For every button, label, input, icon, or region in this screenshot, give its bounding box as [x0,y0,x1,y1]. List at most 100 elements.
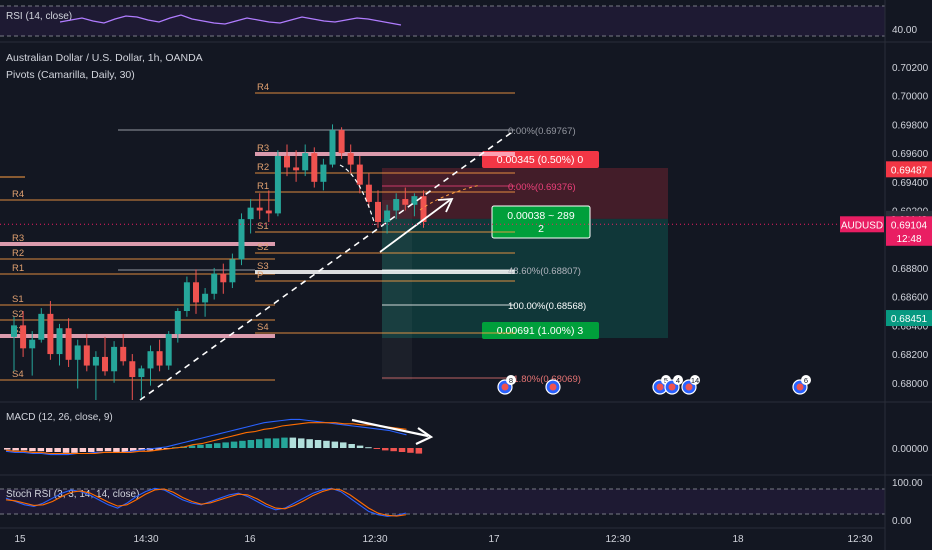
pivots-indicator-label: Pivots (Camarilla, Daily, 30) [6,69,135,81]
macd-histogram-bar [289,437,297,448]
macd-histogram-bar [197,444,204,448]
candle [193,269,199,314]
macd-histogram-bar [130,448,137,452]
candle [102,336,108,376]
macd-histogram-bar [407,448,414,453]
macd-histogram-bar [222,442,229,448]
macd-histogram-bar [365,447,372,449]
macd-tick: 0.00000 [892,444,929,455]
candle-body [183,282,190,311]
time-axis-tick: 16 [244,534,256,545]
rsi-pane: RSI (14, close) 40.00 [0,5,917,37]
event-flag-icon[interactable] [545,379,561,395]
symbol-tag-bg [840,216,884,233]
pivot-label: S1 [257,221,269,232]
candle-body [247,207,254,220]
candle [138,365,145,399]
candle-body [347,153,354,165]
candle [311,147,318,188]
reward-zone [382,218,668,339]
price-axis-tick: 0.69800 [892,120,929,131]
price-tag-text: 0.68451 [891,314,928,325]
price-pane[interactable]: Australian Dollar / U.S. Dollar, 1h, OAN… [0,52,932,401]
price-axis-tick: 0.69400 [892,178,929,189]
event-flag-center [796,383,804,391]
candle-body [338,130,345,154]
candle [375,190,381,228]
entry-label-text-1: 0.00038 ~ 289 [507,210,575,222]
macd-histogram-bar [281,437,288,448]
price-tag-text: 12:48 [896,234,921,245]
candle [365,173,372,208]
price-axis-tick: 0.68200 [892,350,929,361]
candle [229,253,236,289]
candle [256,193,263,220]
price-tag: 0.69487 [886,161,932,178]
event-flag-icon[interactable]: 8 [497,375,516,395]
take-profit-label[interactable]: 0.00691 (1.00%) 3 [482,322,599,339]
macd-histogram-bar [306,439,313,448]
candle [420,190,427,228]
price-tag: 0.68451 [886,310,932,327]
candle-body [311,153,318,182]
candle-body [92,356,99,366]
forecast-arrowhead-icon [437,197,454,213]
candle [384,204,391,234]
candle-body [238,219,245,260]
forecast-arrow-icon[interactable] [379,199,451,253]
macd-histogram-bar [88,448,95,452]
macd-histogram-bar [12,448,19,451]
time-axis-tick: 12:30 [362,534,387,545]
event-count-badge [506,375,516,385]
event-flag-icon[interactable]: 14 [681,375,700,395]
event-count-text: 14 [691,376,699,385]
candlestick-series [11,124,427,400]
event-count-text: 4 [676,376,680,385]
candle-body [165,333,172,366]
candle [265,190,272,222]
price-axis-tick: 0.68800 [892,264,929,275]
economic-event-badges[interactable]: 8 5 4 14 6 [497,375,811,395]
signal-line [5,422,407,455]
pivot-label: R4 [12,189,24,200]
chart-title: Australian Dollar / U.S. Dollar, 1h, OAN… [6,52,203,64]
price-tag-bg [886,229,932,246]
event-flag-icon[interactable]: 4 [664,375,683,395]
macd-arrow-icon[interactable] [351,418,429,438]
candle [56,323,63,366]
macd-histogram-bar [398,448,406,452]
fibonacci-retracement[interactable]: 0.00%(0.69767) 0.00%(0.69376) 48.60%(0.688… [382,126,586,385]
time-axis-tick: 17 [488,534,500,545]
pivot-label: S4 [257,322,269,333]
event-flag-icon[interactable]: 6 [792,375,811,395]
price-axis-tick: 0.68600 [892,293,929,304]
macd-histogram-bar [256,439,263,448]
candle-body [329,130,336,165]
rsi-tick: 40.00 [892,25,917,36]
macd-histogram-bar [214,443,221,448]
price-tag-bg [886,310,932,327]
macd-histogram-bar [390,448,397,452]
rsi-line [59,14,402,26]
price-axis-tick: 0.68400 [892,321,929,332]
candle-body [229,259,236,283]
dashed-trend-line[interactable] [139,129,516,401]
candle-body [138,368,145,378]
candle-body [320,164,327,182]
event-count-badge [690,375,700,385]
event-flag-center [549,383,557,391]
candle [329,124,336,168]
fib-level-label: 100.00%(0.68568) [508,301,586,312]
macd-histogram-bar [348,444,355,448]
candle [238,213,245,266]
drawing-annotations[interactable] [139,129,516,401]
stoch-d-line [5,488,406,517]
macd-histogram-bar [373,448,381,449]
time-axis[interactable]: 15 14:30 16 12:30 17 12:30 18 12:30 [14,534,873,545]
candle-body [56,328,63,355]
